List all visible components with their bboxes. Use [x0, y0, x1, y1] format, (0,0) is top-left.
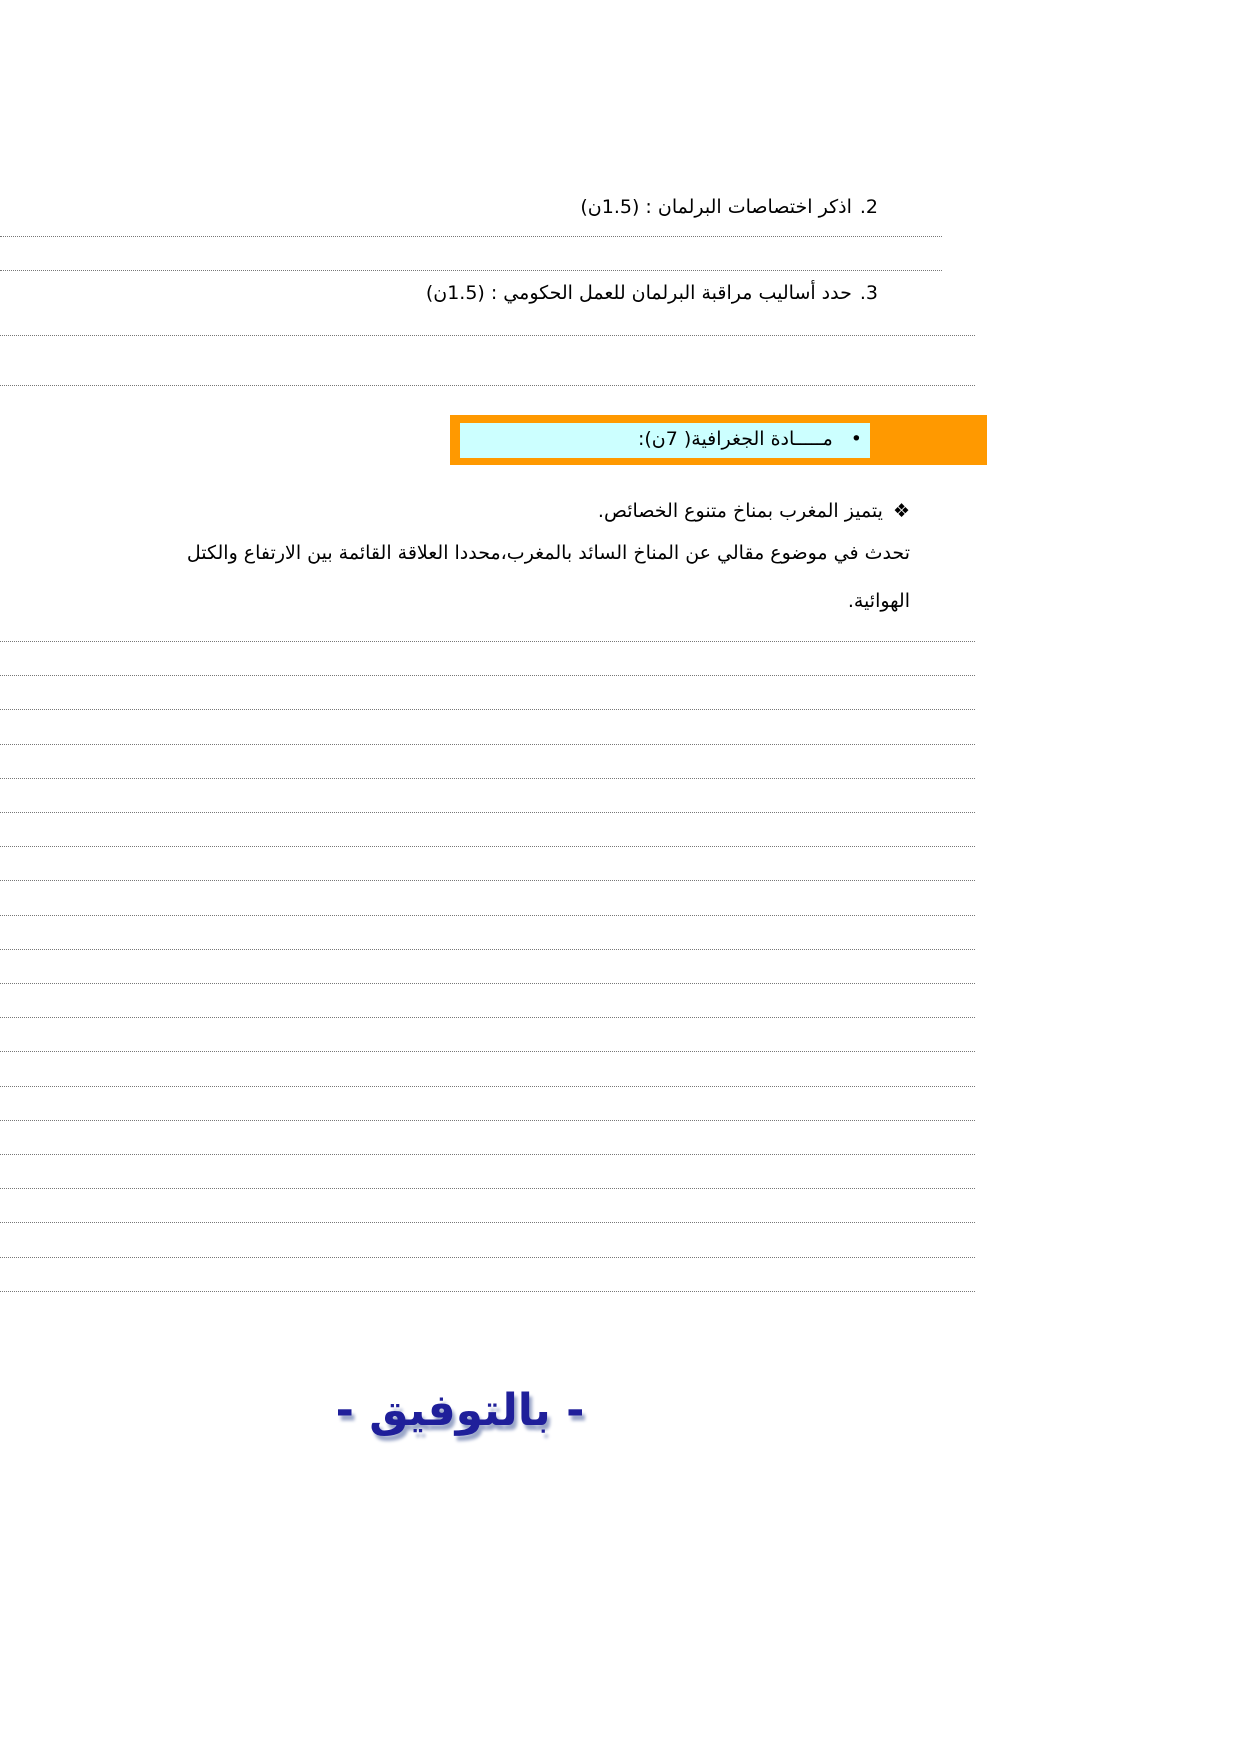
answer-line	[0, 335, 975, 336]
answer-line	[0, 1290, 975, 1292]
answer-line	[0, 1017, 975, 1019]
question: 3. حدد أساليب مراقبة البرلمان للعمل الحكو…	[426, 282, 878, 304]
bullet: ❖	[892, 500, 910, 522]
instruction-line: تحدث في موضوع مقالي عن المناخ السائد بال…	[186, 542, 910, 564]
answer-line	[0, 709, 975, 711]
section-title: مـــــادة الجغرافية( 7ن):	[637, 428, 833, 450]
answer-line	[0, 1188, 975, 1190]
answer-line	[0, 1119, 975, 1121]
question-text: حدد أساليب مراقبة البرلمان للعمل الحكومي…	[425, 282, 852, 304]
instruction-line: الهوائية.	[847, 590, 910, 612]
answer-line	[0, 1085, 975, 1087]
answer-line	[0, 948, 975, 950]
footer-text: - بالتوفيق -	[335, 1385, 585, 1436]
answer-line	[0, 1051, 975, 1053]
answer-line	[0, 270, 942, 271]
prompt-text: يتميز المغرب بمناخ متنوع الخصائص.	[597, 500, 883, 522]
answer-line	[0, 812, 975, 813]
answer-line	[0, 983, 975, 984]
question: 2. اذكر اختصاصات البرلمان : (1.5ن)	[580, 196, 878, 218]
answer-line	[0, 914, 975, 916]
answer-line	[0, 385, 975, 386]
question-number: 3.	[859, 282, 878, 304]
answer-line	[0, 880, 975, 882]
answer-line	[0, 236, 942, 237]
section-banner: • مـــــادة الجغرافية( 7ن):	[450, 415, 987, 465]
answer-line	[0, 846, 975, 848]
answer-line	[0, 1154, 975, 1155]
answer-line	[0, 777, 975, 779]
answer-line	[0, 675, 975, 677]
answer-line	[0, 1256, 975, 1258]
answer-line	[0, 743, 975, 745]
answer-line	[0, 1222, 975, 1224]
section-label-box: • مـــــادة الجغرافية( 7ن):	[460, 423, 870, 458]
question-number: 2.	[859, 196, 878, 218]
bullet: •	[850, 428, 862, 450]
section-heading: • مـــــادة الجغرافية( 7ن):	[638, 428, 862, 450]
prompt: ❖ يتميز المغرب بمناخ متنوع الخصائص.	[598, 500, 910, 522]
question-text: اذكر اختصاصات البرلمان : (1.5ن)	[580, 196, 852, 218]
answer-line	[0, 641, 975, 642]
